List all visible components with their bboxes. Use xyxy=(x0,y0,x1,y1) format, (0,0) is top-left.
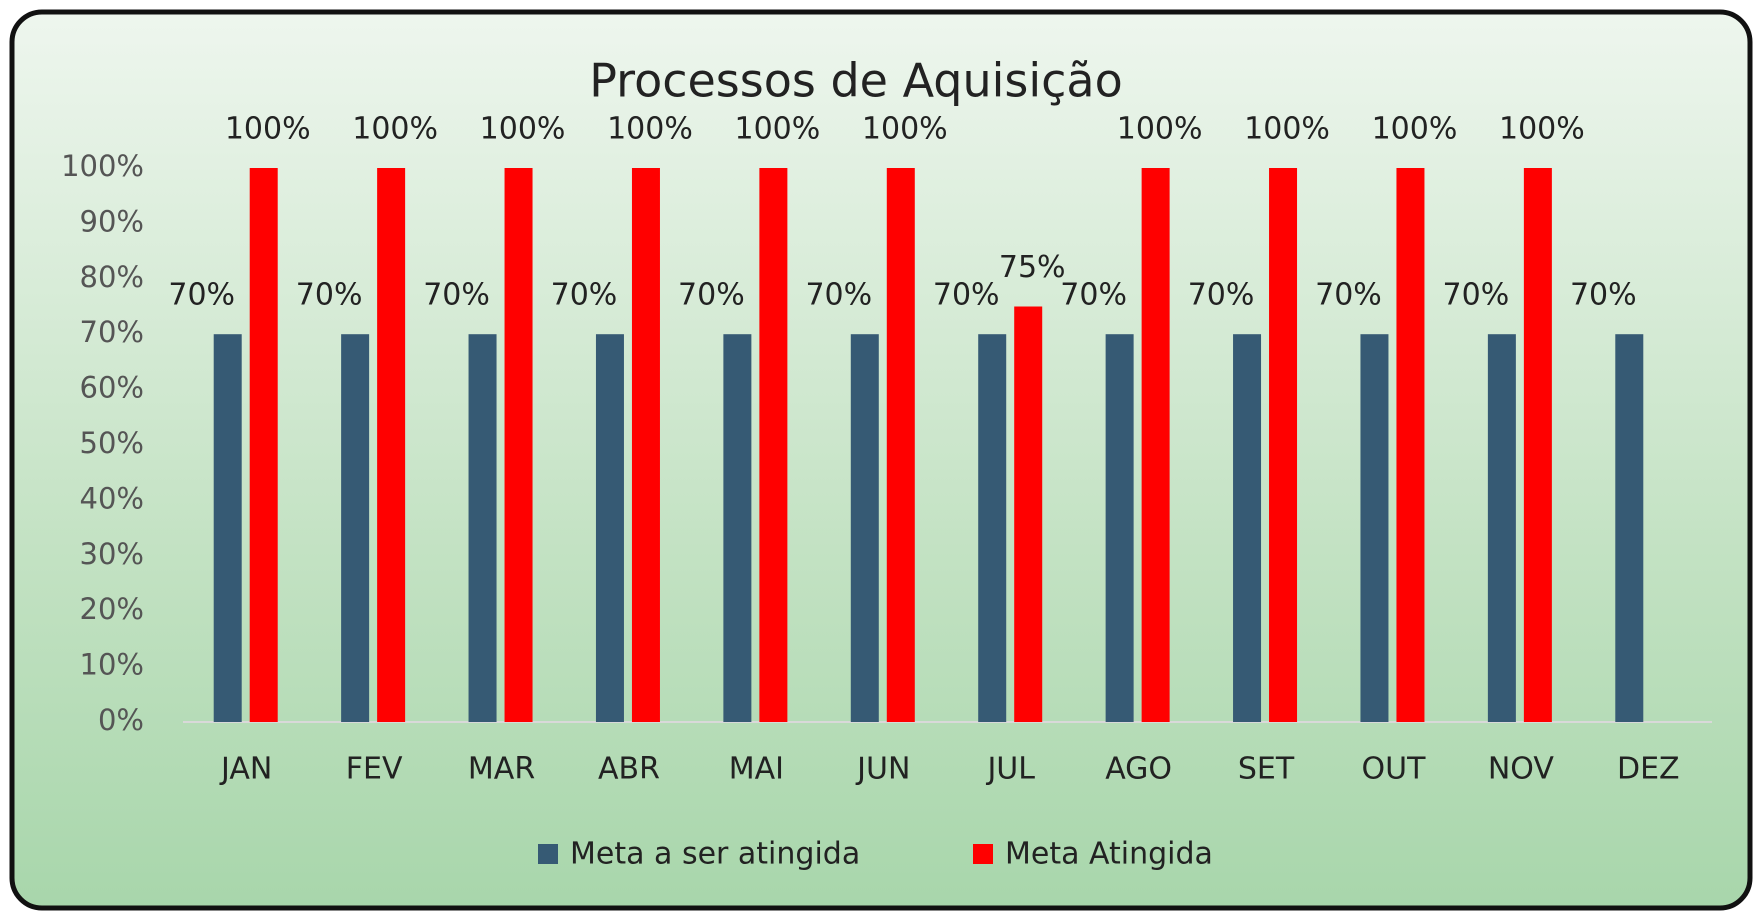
data-label: 70% xyxy=(296,278,363,313)
bar xyxy=(759,168,788,722)
y-tick-label: 0% xyxy=(98,703,144,737)
x-tick-label: JUN xyxy=(855,752,910,787)
data-label: 75% xyxy=(999,250,1066,285)
bar xyxy=(886,168,915,722)
x-tick-label: FEV xyxy=(346,752,403,787)
data-label: 100% xyxy=(225,112,311,147)
data-label: 70% xyxy=(1443,278,1510,313)
y-tick-label: 40% xyxy=(80,481,144,515)
bar xyxy=(723,334,752,722)
legend-label: Meta a ser atingida xyxy=(570,837,860,872)
y-tick-label: 70% xyxy=(80,315,144,349)
bar xyxy=(377,168,406,722)
bar xyxy=(213,334,242,722)
data-label: 100% xyxy=(1499,112,1585,147)
y-tick-label: 20% xyxy=(80,592,144,626)
y-tick-label: 90% xyxy=(80,204,144,238)
data-label: 70% xyxy=(1570,278,1637,313)
bar xyxy=(1615,334,1644,722)
data-label: 70% xyxy=(1315,278,1382,313)
data-label: 70% xyxy=(1188,278,1255,313)
x-tick-label: JAN xyxy=(219,752,272,787)
y-tick-label: 10% xyxy=(80,648,144,682)
data-label: 70% xyxy=(678,278,745,313)
data-label: 100% xyxy=(1117,112,1203,147)
bar xyxy=(1396,168,1425,722)
data-label: 70% xyxy=(551,278,618,313)
bar xyxy=(1233,334,1262,722)
bar xyxy=(1141,168,1170,722)
x-tick-label: DEZ xyxy=(1617,752,1680,787)
data-label: 70% xyxy=(168,278,235,313)
data-label: 100% xyxy=(352,112,438,147)
x-tick-label: NOV xyxy=(1488,752,1555,787)
data-label: 100% xyxy=(607,112,693,147)
bar xyxy=(468,334,497,722)
bar xyxy=(850,334,879,722)
x-tick-label: MAR xyxy=(468,752,535,787)
y-tick-label: 60% xyxy=(80,371,144,405)
bar xyxy=(978,334,1007,722)
x-tick-label: AGO xyxy=(1105,752,1172,787)
bar xyxy=(1014,306,1043,722)
y-tick-label: 50% xyxy=(80,426,144,460)
bar xyxy=(1487,334,1516,722)
bar xyxy=(595,334,624,722)
legend-swatch xyxy=(538,844,558,864)
bar xyxy=(249,168,278,722)
bar xyxy=(341,334,370,722)
bar xyxy=(1269,168,1298,722)
x-tick-label: ABR xyxy=(598,752,660,787)
x-tick-label: SET xyxy=(1238,752,1295,787)
legend-label: Meta Atingida xyxy=(1005,837,1213,872)
chart-frame xyxy=(9,9,1753,911)
bar xyxy=(1105,334,1134,722)
y-tick-label: 100% xyxy=(61,149,144,183)
x-tick-label: JUL xyxy=(985,752,1035,787)
data-label: 100% xyxy=(862,112,948,147)
bar xyxy=(504,168,533,722)
legend-swatch xyxy=(973,844,993,864)
data-label: 100% xyxy=(734,112,820,147)
data-label: 70% xyxy=(1060,278,1127,313)
data-label: 100% xyxy=(1372,112,1458,147)
data-label: 70% xyxy=(933,278,1000,313)
y-tick-label: 30% xyxy=(80,537,144,571)
data-label: 70% xyxy=(423,278,490,313)
chart-title: Processos de Aquisição xyxy=(589,54,1123,108)
bar xyxy=(1523,168,1552,722)
y-tick-label: 80% xyxy=(80,260,144,294)
bar xyxy=(631,168,660,722)
data-label: 100% xyxy=(480,112,566,147)
data-label: 100% xyxy=(1244,112,1330,147)
bar xyxy=(1360,334,1389,722)
data-label: 70% xyxy=(805,278,872,313)
x-tick-label: OUT xyxy=(1362,752,1427,787)
x-tick-label: MAI xyxy=(729,752,784,787)
